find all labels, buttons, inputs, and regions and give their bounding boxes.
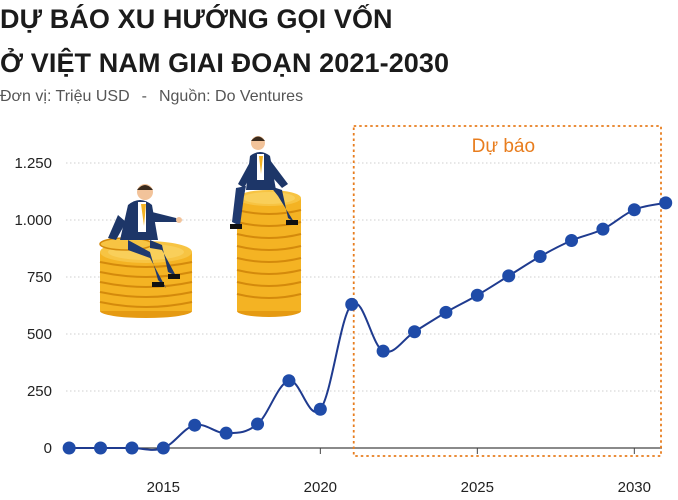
data-point-2019 [282, 374, 296, 388]
businessman-left-icon [108, 184, 182, 288]
y-tick-label: 1.250 [14, 155, 52, 172]
businessman-right-icon [230, 136, 298, 229]
chart-title-line-2: Ở VIỆT NAM GIAI ĐOẠN 2021-2030 [0, 48, 450, 78]
y-tick-label: 750 [27, 269, 52, 286]
data-point-2023 [408, 325, 422, 339]
chart-subtitle: Đơn vị: Triệu USD - Nguồn: Do Ventures [0, 88, 303, 106]
data-point-2027 [533, 249, 547, 263]
series-line [69, 201, 666, 451]
data-point-2028 [565, 234, 579, 248]
data-point-2026 [502, 269, 516, 283]
data-point-2013 [94, 441, 108, 455]
data-point-2015 [156, 441, 170, 455]
data-point-2012 [62, 441, 76, 455]
y-tick-label: 1.000 [14, 212, 52, 229]
data-point-2018 [251, 417, 265, 431]
y-tick-label: 0 [44, 440, 52, 457]
coin-stack-left-icon [99, 237, 193, 318]
x-tick-label: 2020 [304, 479, 337, 496]
data-point-2022 [376, 344, 390, 358]
data-point-2020 [313, 402, 327, 416]
coin-stack-illustration [99, 136, 302, 318]
y-axis-ticks: 0 250 500 750 1.000 1.250 [14, 155, 52, 457]
x-tick-label: 2025 [461, 479, 494, 496]
forecast-label: Dự báo [472, 136, 535, 157]
data-point-2031 [659, 196, 673, 210]
data-point-2025 [470, 288, 484, 302]
data-point-2030 [627, 203, 641, 217]
unit-label: Đơn vị: Triệu USD [0, 88, 130, 105]
data-point-2029 [596, 222, 610, 236]
data-point-2021 [345, 297, 359, 311]
y-tick-label: 500 [27, 326, 52, 343]
data-points [62, 196, 673, 455]
data-point-2024 [439, 305, 453, 319]
forecast-region [352, 125, 662, 457]
x-tick-label: 2015 [147, 479, 180, 496]
x-tick-label: 2030 [618, 479, 651, 496]
data-point-2017 [219, 426, 233, 440]
data-point-2014 [125, 441, 139, 455]
coin-stack-right-icon [236, 190, 302, 317]
source-label: Nguồn: Do Ventures [158, 88, 304, 105]
y-tick-label: 250 [27, 383, 52, 400]
subtitle-separator: - [141, 88, 147, 105]
chart-title-line-1: DỰ BÁO XU HƯỚNG GỌI VỐN [0, 4, 393, 34]
data-point-2016 [188, 418, 202, 432]
